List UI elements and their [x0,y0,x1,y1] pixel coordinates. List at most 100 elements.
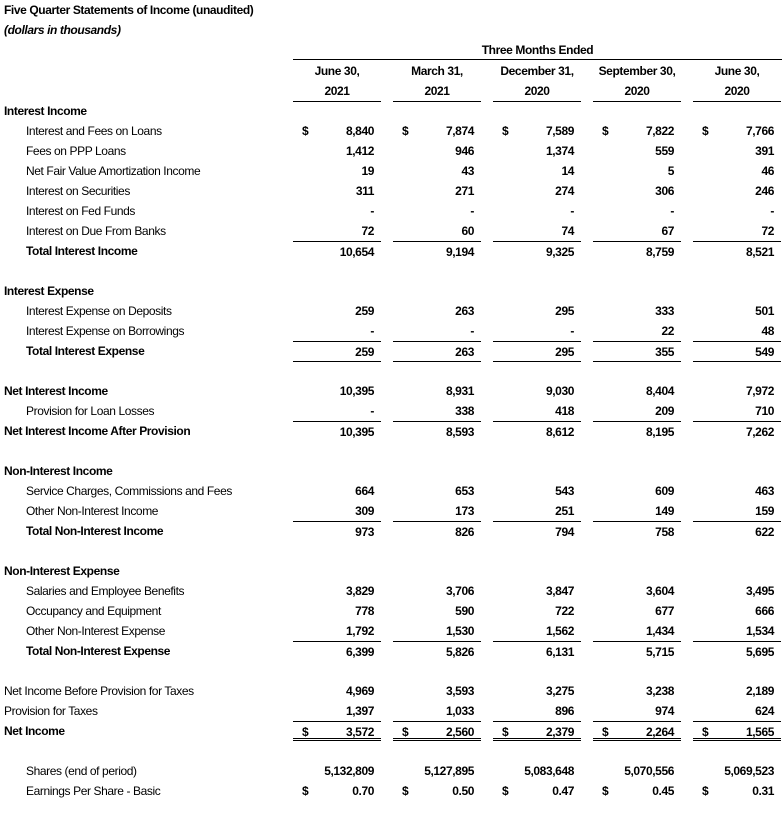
value-cell: 246 [693,181,781,201]
value-cell: 677 [593,601,681,621]
value: 7,874 [445,124,474,138]
value-cell [393,361,481,381]
currency-symbol: $ [702,124,709,138]
value: 8,612 [545,425,574,439]
value-cell: 271 [393,181,481,201]
value-cell: 5,083,648 [493,761,581,781]
value-cell: 8,593 [393,421,481,441]
value-cell: 14 [493,161,581,181]
value-cell: 1,534 [693,621,781,641]
value-cell: 43 [393,161,481,181]
spacer-row [0,441,782,461]
spacer-row [0,541,782,561]
value: 72 [761,224,774,238]
value-cell: $7,822 [593,121,681,141]
currency-symbol: $ [702,725,709,739]
row-label: Shares (end of period) [26,764,137,778]
column-header: September 30, 2020 [593,61,681,102]
value: - [570,324,574,338]
value-cell: 501 [693,301,781,321]
value: 1,530 [445,624,474,638]
value: 306 [655,184,674,198]
value: 1,412 [345,144,374,158]
value-cell: 67 [593,221,681,241]
statement-title: Five Quarter Statements of Income (unaud… [4,3,254,17]
value-cell: - [393,201,481,221]
value: - [670,204,674,218]
value: - [370,204,374,218]
value-cell: 590 [393,601,481,621]
value: 391 [755,144,774,158]
value: 173 [455,504,474,518]
column-header-line1: December 31, [500,64,574,78]
value-cell: 1,374 [493,141,581,161]
value: 5,695 [745,645,774,659]
value-cell: 22 [593,321,681,341]
value: 295 [555,345,574,359]
table-row: Total Non-Interest Income 973 826 794 758 622 [0,521,782,541]
row-label: Interest Expense [4,284,94,298]
value: 309 [355,504,374,518]
table-row: Total Interest Income 10,654 9,194 9,325 8,7… [0,241,782,261]
value: - [370,324,374,338]
value: - [570,204,574,218]
value: 418 [555,404,574,418]
table-row: Total Interest Expense 259 263 295 355 549 [0,341,782,361]
value: - [770,204,774,218]
column-header-line2: 2020 [693,81,781,102]
currency-symbol: $ [402,124,409,138]
value: 263 [455,304,474,318]
value: 251 [555,504,574,518]
value: 10,395 [339,425,375,439]
table-row: Provision for Taxes 1,397 1,033 896 974 624 [0,701,782,721]
value-cell: 973 [293,521,381,541]
value: 263 [455,345,474,359]
value: 295 [555,304,574,318]
value: 7,262 [745,425,774,439]
value-cell: - [493,201,581,221]
section-header: Interest Expense [0,281,782,301]
row-label: Non-Interest Expense [4,564,120,578]
value: 2,264 [645,725,674,739]
value: 896 [555,704,574,718]
currency-symbol: $ [702,784,709,798]
value: 463 [755,484,774,498]
value: 794 [555,525,574,539]
value-cell: 3,847 [493,581,581,601]
currency-symbol: $ [602,124,609,138]
value: 1,397 [345,704,374,718]
value-cell: 2,189 [693,681,781,701]
column-header: December 31, 2020 [493,61,581,102]
column-header-line1: September 30, [598,64,676,78]
value: 7,972 [745,384,774,398]
value-cell: - [293,401,381,421]
value: 2,379 [545,725,574,739]
value-cell: 3,593 [393,681,481,701]
value-cell: 72 [293,221,381,241]
table-row: Interest Expense on Deposits 259 263 295 333… [0,301,782,321]
value-cell: $8,840 [293,121,381,141]
value-cell: 5,826 [393,641,481,661]
row-label: Total Non-Interest Expense [26,644,171,658]
value-cell: 8,404 [593,381,681,401]
value: 973 [355,525,374,539]
value: 60 [461,224,474,238]
value: 19 [361,164,374,178]
row-label: Earnings Per Share - Basic [26,784,161,798]
value-cell: 653 [393,481,481,501]
column-header-line1: June 30, [714,64,760,78]
value: 590 [455,604,474,618]
value-cell: 3,275 [493,681,581,701]
row-label: Net Interest Income [4,384,108,398]
value: 6,131 [545,645,574,659]
value-cell: 8,612 [493,421,581,441]
currency-symbol: $ [402,725,409,739]
value-cell: 418 [493,401,581,421]
value-cell: 355 [593,341,681,361]
value: 333 [655,304,674,318]
value: - [370,404,374,418]
value: 7,589 [545,124,574,138]
value: 664 [355,484,374,498]
value: 677 [655,604,674,618]
section-header: Non-Interest Income [0,461,782,481]
